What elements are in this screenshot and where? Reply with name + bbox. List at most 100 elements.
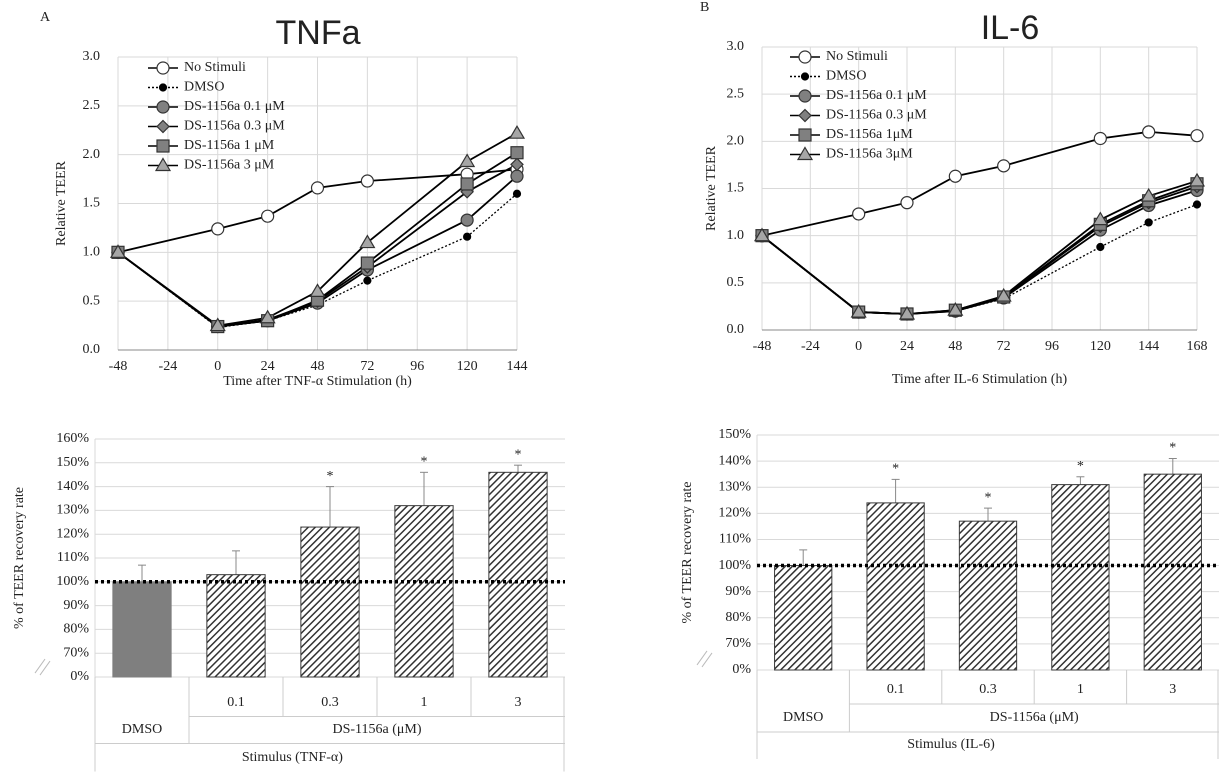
bar — [206, 574, 266, 678]
axis-break — [34, 658, 51, 676]
y-tick-label: 0.0 — [727, 322, 745, 337]
bar — [488, 471, 548, 678]
x-tick-label: -48 — [109, 359, 128, 374]
x-tick-label: 0.1 — [887, 682, 905, 697]
x-tick-label: 48 — [948, 339, 962, 354]
y-axis-label: % of TEER recovery rate — [12, 487, 27, 629]
x-tick-label: 3 — [515, 695, 522, 710]
data-point — [1092, 211, 1109, 226]
bar — [1143, 473, 1202, 671]
y-tick-label: 3.0 — [83, 49, 101, 64]
legend-marker — [156, 139, 170, 153]
x-tick-label: 96 — [1045, 339, 1059, 354]
y-tick-label: 90% — [725, 584, 751, 599]
bar — [1051, 484, 1110, 671]
legend-label: DS-1156a 0.3 μM — [826, 108, 927, 123]
y-tick-label: 1.5 — [83, 196, 101, 211]
y-tick-label: 110% — [719, 532, 751, 547]
legend-marker — [156, 61, 170, 75]
x-tick-label: 48 — [311, 359, 325, 374]
bar — [774, 565, 833, 671]
legend-label: DS-1156a 1μM — [826, 127, 913, 142]
chart-title: IL-6 — [981, 9, 1040, 47]
legend-label: DS-1156a 0.1 μM — [826, 88, 927, 103]
x-tick-label: 144 — [507, 359, 528, 374]
axis-break — [696, 650, 713, 668]
y-tick-label: 110% — [57, 550, 89, 565]
data-point — [1140, 187, 1157, 202]
x-axis-label: Time after IL-6 Stimulation (h) — [892, 372, 1068, 387]
x-axis-label: Stimulus (IL-6) — [907, 737, 995, 752]
bar — [112, 581, 172, 678]
bar — [866, 502, 925, 671]
legend-marker — [798, 128, 812, 142]
x-tick-label: 120 — [457, 359, 478, 374]
y-tick-label: 90% — [63, 598, 89, 613]
legend-marker — [154, 157, 172, 172]
panel-letter: A — [40, 10, 51, 25]
data-point — [948, 169, 962, 183]
significance-mark: * — [892, 462, 899, 477]
x-tick-label: 0.3 — [321, 695, 339, 710]
x-tick-label: 0.3 — [979, 682, 997, 697]
data-point — [460, 177, 474, 191]
x-tick-label: -24 — [801, 339, 820, 354]
y-tick-label: 70% — [63, 645, 89, 660]
bar — [300, 526, 360, 678]
data-point — [997, 159, 1011, 173]
data-point — [460, 213, 474, 227]
y-tick-label: 70% — [725, 636, 751, 651]
data-point — [850, 303, 867, 318]
x-axis-label: Time after TNF-α Stimulation (h) — [223, 374, 412, 389]
significance-mark: * — [515, 447, 522, 462]
bar — [394, 505, 454, 678]
legend-marker — [798, 108, 812, 123]
x-tick-label: 24 — [900, 339, 914, 354]
y-tick-label: 0% — [70, 669, 89, 684]
legend-label: DMSO — [184, 80, 224, 95]
significance-mark: * — [1077, 459, 1084, 474]
legend-label: DS-1156a 0.3 μM — [184, 119, 285, 134]
x-tick-label: 0.1 — [227, 695, 245, 710]
x-tick-label: -24 — [159, 359, 178, 374]
y-tick-label: 80% — [63, 622, 89, 637]
significance-mark: * — [1169, 441, 1176, 456]
data-point — [512, 189, 522, 198]
y-tick-label: 1.5 — [727, 181, 745, 196]
y-tick-label: 130% — [718, 479, 751, 494]
x-tick-label: DMSO — [122, 722, 162, 737]
x-tick-label: 168 — [1187, 339, 1208, 354]
y-tick-label: 120% — [718, 506, 751, 521]
y-tick-label: 2.0 — [83, 147, 101, 162]
legend-marker — [156, 119, 170, 134]
data-point — [363, 276, 372, 285]
x-tick-label: -48 — [753, 339, 772, 354]
data-point — [1142, 125, 1156, 139]
y-tick-label: 1.0 — [727, 228, 745, 243]
data-point — [508, 124, 526, 139]
y-tick-label: 120% — [56, 526, 89, 541]
y-tick-label: 3.0 — [727, 39, 745, 54]
legend-label: No Stimuli — [826, 49, 888, 64]
data-point — [753, 227, 771, 242]
x-tick-label: 144 — [1138, 339, 1159, 354]
data-point — [211, 222, 225, 236]
series-line — [761, 185, 1198, 315]
data-point — [1188, 172, 1206, 187]
series-line — [761, 180, 1198, 315]
y-tick-label: 160% — [56, 431, 89, 446]
data-point — [1093, 131, 1107, 146]
x-tick-label: DMSO — [783, 710, 823, 725]
x-tick-label: 1 — [1077, 682, 1084, 697]
data-point — [261, 209, 275, 223]
y-tick-label: 0% — [732, 662, 751, 677]
data-point — [463, 232, 472, 241]
y-tick-label: 2.0 — [727, 134, 745, 149]
data-point — [898, 305, 916, 320]
y-tick-label: 150% — [718, 427, 751, 442]
data-point — [259, 309, 276, 324]
x-tick-label: 3 — [1169, 682, 1176, 697]
data-point — [995, 287, 1012, 302]
x-axis-label: Stimulus (TNF-α) — [242, 750, 343, 765]
